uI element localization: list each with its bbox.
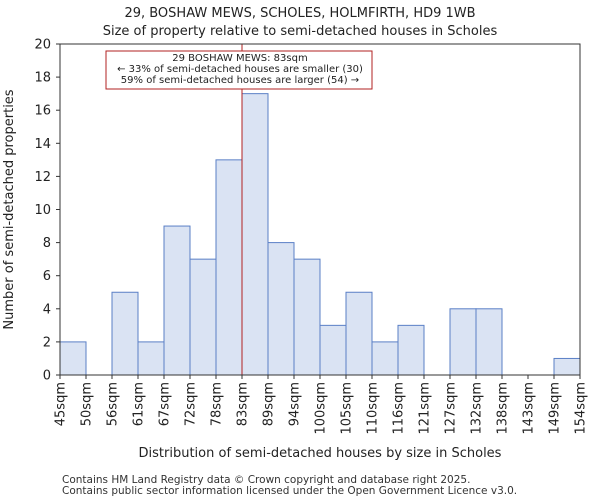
y-tick-label: 16 (34, 104, 51, 119)
bar-105sqm (345, 291, 373, 376)
y-tick-label: 20 (34, 38, 51, 53)
bar-67sqm (163, 225, 191, 376)
annotation-box: 29 BOSHAW MEWS: 83sqm ← 33% of semi-deta… (105, 50, 373, 90)
bar-83sqm (241, 93, 269, 376)
x-tick-label: 105sqm (340, 382, 355, 435)
x-tick-label: 61sqm (132, 382, 147, 426)
x-tick-label: 50sqm (80, 382, 95, 426)
footer-line-1: Contains HM Land Registry data © Crown c… (62, 474, 471, 486)
x-tick-label: 94sqm (288, 382, 303, 426)
x-tick-label: 138sqm (496, 382, 511, 435)
x-tick-label: 132sqm (470, 382, 485, 435)
chart-subtitle: Size of property relative to semi-detach… (102, 24, 498, 39)
bar-149sqm (553, 357, 581, 376)
bar-94sqm (293, 258, 321, 376)
x-tick-label: 100sqm (314, 382, 329, 435)
x-tick-label: 45sqm (54, 382, 69, 426)
bar-127sqm (449, 308, 477, 376)
annotation-line-2: ← 33% of semi-detached houses are smalle… (117, 64, 363, 75)
bar-110sqm (371, 341, 399, 376)
x-tick-label: 154sqm (574, 382, 589, 435)
bar-89sqm (267, 242, 295, 376)
bar-100sqm (319, 324, 347, 376)
footer-line-2: Contains public sector information licen… (62, 485, 518, 497)
annotation-border (105, 50, 373, 90)
y-tick-label: 18 (34, 71, 51, 86)
y-tick-label: 0 (43, 369, 51, 384)
bar-61sqm (137, 341, 165, 376)
x-tick-label: 127sqm (444, 382, 459, 435)
y-tick-label: 12 (34, 170, 51, 185)
bar-56sqm (111, 291, 139, 376)
x-tick-label: 83sqm (236, 382, 251, 426)
bar-72sqm (189, 258, 217, 376)
x-tick-label: 121sqm (418, 382, 433, 435)
x-tick-label: 78sqm (210, 382, 225, 426)
bar-132sqm (475, 308, 503, 376)
y-tick-label: 2 (43, 335, 51, 350)
x-tick-label: 67sqm (158, 382, 173, 426)
x-tick-label: 72sqm (184, 382, 199, 426)
y-tick-label: 10 (34, 203, 51, 218)
y-axis-label: Number of semi-detached properties (2, 89, 17, 329)
y-tick-label: 14 (34, 137, 51, 152)
y-tick-label: 8 (43, 236, 51, 251)
bar-78sqm (215, 159, 243, 376)
x-tick-label: 116sqm (392, 382, 407, 435)
x-tick-label: 56sqm (106, 382, 121, 426)
x-tick-label: 89sqm (262, 382, 277, 426)
annotation-line-3: 59% of semi-detached houses are larger (… (121, 75, 359, 86)
x-tick-label: 110sqm (366, 382, 381, 435)
chart-title: 29, BOSHAW MEWS, SCHOLES, HOLMFIRTH, HD9… (124, 6, 476, 21)
bar-116sqm (397, 324, 425, 376)
bar-45sqm (59, 341, 87, 376)
annotation-line-1: 29 BOSHAW MEWS: 83sqm (172, 53, 307, 64)
x-axis-label: Distribution of semi-detached houses by … (139, 446, 502, 461)
x-tick-label: 143sqm (522, 382, 537, 435)
x-tick-label: 149sqm (548, 382, 563, 435)
y-tick-label: 6 (43, 269, 51, 284)
y-tick-label: 4 (43, 302, 51, 317)
